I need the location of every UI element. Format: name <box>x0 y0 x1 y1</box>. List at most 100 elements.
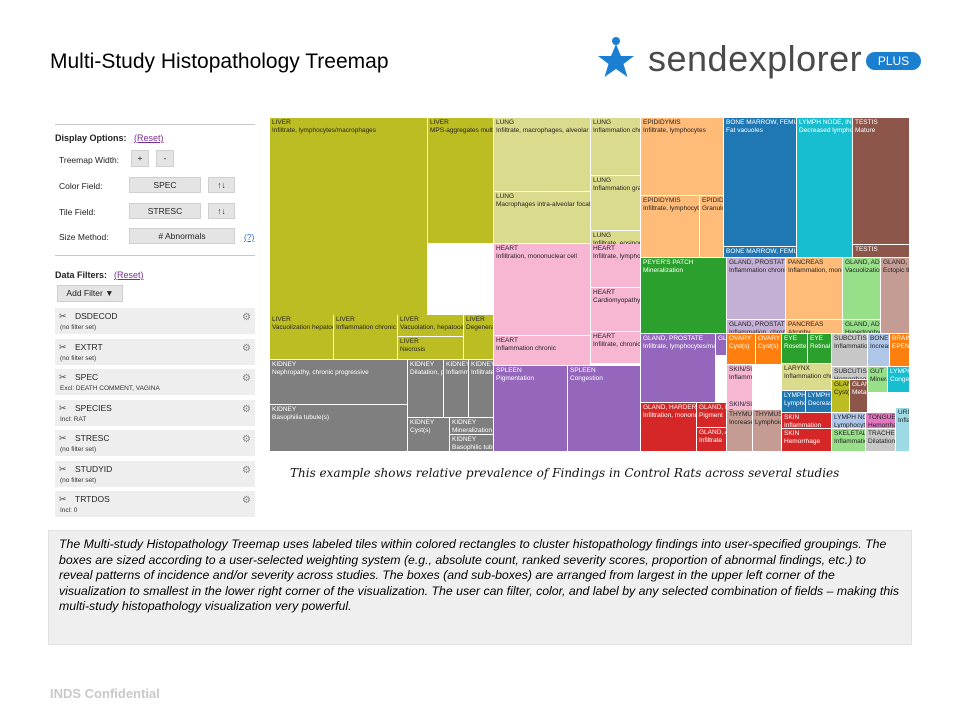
size-method-help-link[interactable]: (?) <box>244 232 255 242</box>
treemap-tile-gland-thyroid[interactable]: GLAND, THYROIDEctopic thymus <box>881 258 910 334</box>
treemap-tile-kidney[interactable]: KIDNEY Infiltrate <box>469 360 494 418</box>
treemap-tile-gland-adrenal[interactable]: GLAND, ADRENALVacuolization <box>843 258 881 320</box>
treemap-tile-skin[interactable]: SKIN Inflammation <box>782 413 832 429</box>
treemap-tile-bone-marrow-femur[interactable]: BONE MARROW, FEMUR Fat vacuoles <box>724 118 797 247</box>
treemap-tile-lung[interactable]: LUNG Macrophages intra-alveolar focal <box>494 192 591 244</box>
treemap-tile-gland-harderian[interactable]: GLAND, HARDERIANInfiltration, mononuclea… <box>641 403 697 452</box>
tile-field-sort-icon[interactable]: ↑↓ <box>208 203 235 219</box>
treemap-width-increase-button[interactable]: + <box>131 150 149 167</box>
remove-filter-icon[interactable]: ✂ <box>59 372 67 382</box>
filter-row-studyid[interactable]: ✂ STUDYID (no filter set) ⚙ <box>55 460 255 489</box>
filter-settings-gear-icon[interactable]: ⚙ <box>242 373 251 384</box>
filter-row-trtdos[interactable]: ✂ TRTDOS Incl: 0 ⚙ <box>55 491 255 519</box>
treemap-tile-kidney[interactable]: KIDNEY Cyst(s) <box>408 418 450 452</box>
remove-filter-icon[interactable]: ✂ <box>59 433 67 443</box>
treemap-tile-pancreas[interactable]: PANCREAS Atrophy <box>786 320 843 334</box>
treemap-tile-spleen[interactable]: SPLEEN Congestion <box>568 366 641 452</box>
treemap-tile-gland-prostate[interactable]: GLAND, PROSTATE Inflammation, chronic <box>727 320 786 334</box>
treemap-tile-lymph-node[interactable]: LYMPH NODEDecreased <box>806 391 832 413</box>
treemap-tile-eye[interactable]: EYE Rosette <box>782 334 808 364</box>
filter-row-species[interactable]: ✂ SPECIES Incl: RAT ⚙ <box>55 399 255 428</box>
filter-row-spec[interactable]: ✂ SPEC Excl: DEATH COMMENT, VAGINA ⚙ <box>55 369 255 397</box>
treemap-tile-urinary[interactable]: URINARYInflammation <box>896 408 910 452</box>
treemap-tile-kidney[interactable]: KIDNEY Nephropathy, chronic progressive <box>270 360 408 405</box>
treemap-tile-peyer-s-patch[interactable]: PEYER'S PATCH Mineralization <box>641 258 727 334</box>
treemap-tile-heart[interactable]: HEART Infiltration, mononuclear cell <box>494 244 591 336</box>
display-options-reset-link[interactable]: (Reset) <box>134 133 164 143</box>
treemap-tile-epididymis[interactable]: EPIDIDYMIS Infiltrate, lymphocytes <box>641 118 724 196</box>
treemap-tile-kidney[interactable]: KIDNEY Basophilia tubule(s) <box>270 405 408 452</box>
treemap-tile-liver[interactable]: LIVER Inflammation chronic <box>334 315 398 360</box>
color-field-select[interactable]: SPEC <box>129 177 201 193</box>
filter-settings-gear-icon[interactable]: ⚙ <box>242 342 251 354</box>
treemap-tile-gland-thyroid[interactable]: GLAND, THYROIDMetaplasia <box>850 380 868 413</box>
treemap-tile-epididymis[interactable]: EPIDIDYMISGranuloma <box>700 196 724 258</box>
treemap-tile-gland-prostate[interactable]: GLAND, PROSTATE <box>716 334 727 356</box>
size-method-select[interactable]: # Abnormals <box>129 228 235 244</box>
filter-settings-gear-icon[interactable]: ⚙ <box>242 312 251 323</box>
treemap-tile-lung[interactable]: LUNG Infiltrate, macrophages, alveolar <box>494 118 591 192</box>
treemap-tile-bone-marrow-femur[interactable]: BONE MARROW, FEMUR <box>724 247 797 258</box>
filter-row-stresc[interactable]: ✂ STRESC (no filter set) ⚙ <box>55 430 255 458</box>
filter-settings-gear-icon[interactable]: ⚙ <box>242 434 251 445</box>
treemap-tile-lymph-node[interactable]: LYMPH NODECongestion <box>888 367 910 393</box>
treemap-tile-subcutis[interactable]: SUBCUTIS Hemorrhage <box>832 367 868 380</box>
treemap-tile-gut[interactable]: GUTMineral <box>868 367 888 393</box>
treemap-tile-epididymis[interactable]: EPIDIDYMIS Infiltrate, lymphocytes <box>641 196 700 258</box>
treemap-tile-testis[interactable]: TESTIS Mature <box>853 118 910 245</box>
filter-settings-gear-icon[interactable]: ⚙ <box>242 464 251 476</box>
treemap-tile-trachea[interactable]: TRACHEA Dilatation <box>866 429 896 452</box>
remove-filter-icon[interactable]: ✂ <box>59 494 67 504</box>
treemap-tile-gland-mammary[interactable]: GLAND, MAMMARYCyst(s) <box>832 380 850 413</box>
treemap-tile-liver[interactable]: LIVER Necrosis <box>398 337 464 360</box>
remove-filter-icon[interactable]: ✂ <box>59 402 67 413</box>
treemap-tile-heart[interactable]: HEART Cardiomyopathy <box>591 288 641 332</box>
treemap-tile-subcutis[interactable]: SUBCUTIS Inflammation <box>832 334 868 367</box>
treemap-tile-lymph-node-inguinal[interactable]: LYMPH NODE, INGUINALDecreased lymphocyte… <box>797 118 853 258</box>
treemap-tile-heart[interactable]: HEART Infiltrate, chronic <box>591 332 641 364</box>
treemap-tile-skeletal[interactable]: SKELETALInflammation <box>832 429 866 452</box>
treemap-tile-ovary[interactable]: OVARY Cyst(s) <box>756 334 782 365</box>
treemap-tile-bone[interactable]: BONEIncreased <box>868 334 890 367</box>
treemap-tile-testis[interactable]: TESTIS <box>853 245 910 258</box>
add-filter-button[interactable]: Add Filter ▼ <box>57 285 123 302</box>
treemap-tile-gland-adrenal[interactable]: GLAND, ADRENALInfiltrate <box>697 428 727 452</box>
treemap-tile-gland-prostate[interactable]: GLAND, PROSTATE Infiltrate, lymphocytes/m… <box>641 334 716 403</box>
treemap-width-decrease-button[interactable]: - <box>156 150 174 167</box>
treemap-tile-gland-prostate[interactable]: GLAND, PROSTATE Inflammation chronic <box>727 258 786 320</box>
treemap-tile-kidney[interactable]: KIDNEYInflammation <box>444 360 469 418</box>
filter-settings-gear-icon[interactable]: ⚙ <box>242 495 251 506</box>
treemap-tile-gland-pituitary[interactable]: GLAND, PITUITARYPigment <box>697 403 727 428</box>
remove-filter-icon[interactable]: ✂ <box>59 463 67 474</box>
filter-row-dsdecod[interactable]: ✂ DSDECOD (no filter set) ⚙ <box>55 308 255 336</box>
treemap-tile-gland-adrenal[interactable]: GLAND, ADRENALHypertrophy <box>843 320 881 334</box>
treemap-tile-skin[interactable]: SKIN Hemorrhage <box>782 429 832 452</box>
filter-row-extrt[interactable]: ✂ EXTRT (no filter set) ⚙ <box>55 338 255 367</box>
data-filters-reset-link[interactable]: (Reset) <box>114 270 144 280</box>
remove-filter-icon[interactable]: ✂ <box>59 341 67 352</box>
treemap-tile-brain[interactable]: BRAINEPENDYMOMA <box>890 334 910 367</box>
treemap-tile-tongue[interactable]: TONGUEHemorrhage <box>866 413 896 429</box>
treemap-tile-ovary[interactable]: OVARY Cyst(s) <box>727 334 756 365</box>
treemap-tile-heart[interactable]: HEART Inflammation chronic <box>494 336 591 366</box>
color-field-sort-icon[interactable]: ↑↓ <box>208 177 235 193</box>
treemap-tile-kidney[interactable]: KIDNEY Mineralization <box>450 418 494 435</box>
filter-settings-gear-icon[interactable]: ⚙ <box>242 403 251 415</box>
treemap-tile-lymph-node[interactable]: LYMPH NODELymphoid <box>782 391 806 413</box>
treemap-tile-liver[interactable]: LIVERDegeneration <box>464 315 494 360</box>
tile-field-select[interactable]: STRESC <box>129 203 201 219</box>
treemap-tile-eye[interactable]: EYE Retinal <box>808 334 832 364</box>
remove-filter-icon[interactable]: ✂ <box>59 311 67 321</box>
treemap-tile-spleen[interactable]: SPLEEN Pigmentation <box>494 366 568 452</box>
